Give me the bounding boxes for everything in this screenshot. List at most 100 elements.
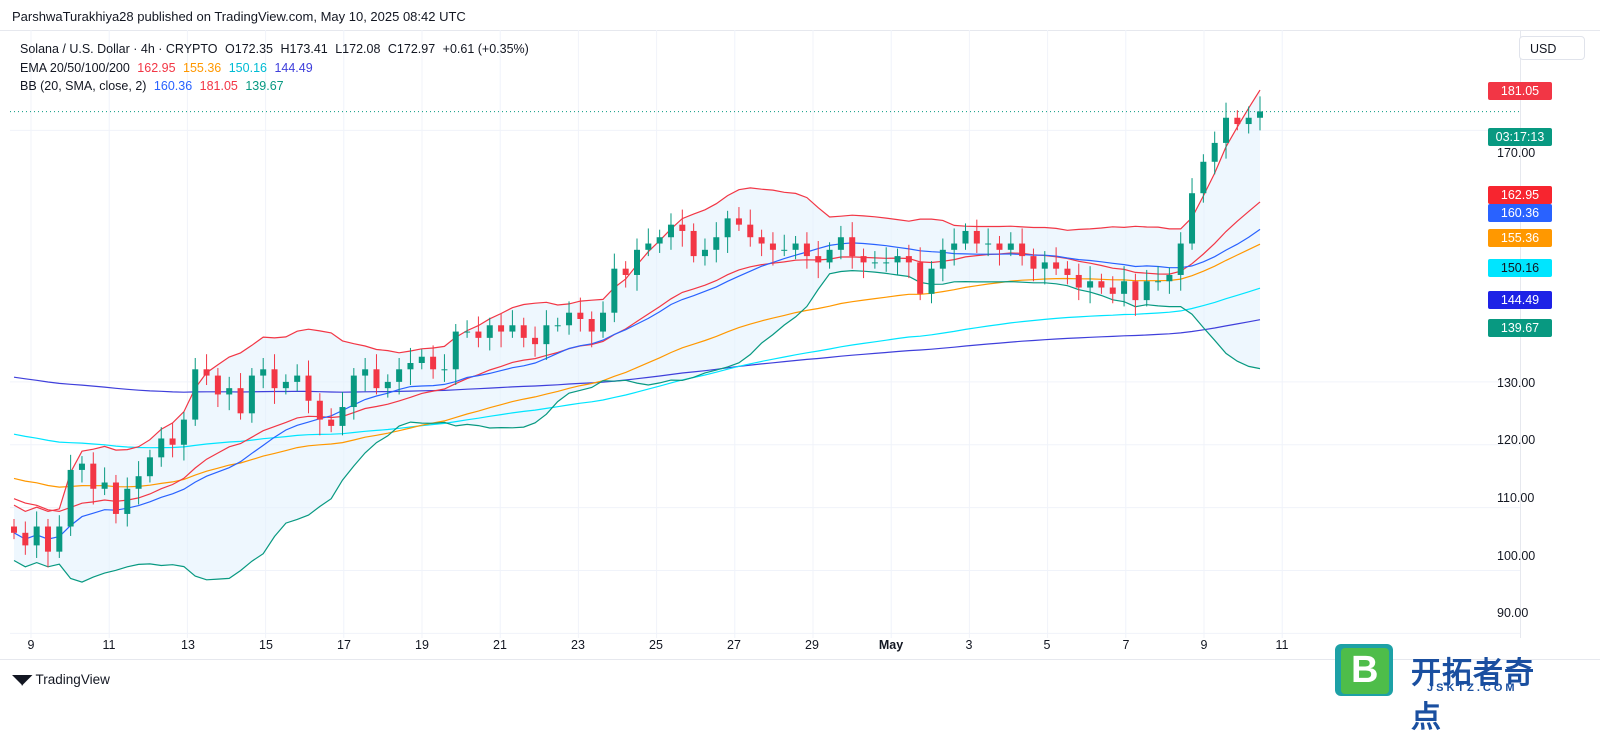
candle-body: [328, 419, 335, 426]
candle-body: [1223, 117, 1230, 143]
candle-body: [339, 407, 346, 426]
candle-body: [271, 369, 278, 389]
ema20-value: 162.95: [137, 60, 176, 75]
x-tick-13: 13: [181, 638, 195, 652]
candle-body: [373, 369, 380, 389]
candle-body: [78, 463, 85, 470]
x-tick-3: 3: [965, 638, 973, 652]
candle-body: [543, 325, 550, 345]
candle-body: [430, 356, 437, 370]
candle-body: [1075, 274, 1082, 288]
candle-body: [384, 381, 391, 389]
ema-label: EMA 20/50/100/200: [20, 60, 130, 75]
candle-body: [588, 318, 595, 332]
candle-body: [1132, 281, 1139, 301]
candle-body: [1087, 281, 1094, 288]
candle-body: [634, 249, 640, 275]
candle-body: [1177, 243, 1184, 275]
bb-band-fill: [14, 90, 1260, 583]
candle-body: [90, 463, 97, 489]
candle-body: [713, 237, 720, 250]
candle-body: [214, 375, 221, 395]
candle-body: [260, 369, 267, 376]
candle-body: [758, 237, 765, 244]
candle-body: [44, 526, 51, 552]
x-tick-23: 23: [571, 638, 585, 652]
candle-body: [928, 268, 935, 294]
candle-body: [396, 369, 403, 382]
candle-body: [883, 262, 890, 264]
candle-body: [294, 375, 301, 382]
x-tick-5: 5: [1043, 638, 1051, 652]
ohlc-change: +0.61 (+0.35%): [442, 42, 529, 56]
x-tick-17: 17: [337, 638, 351, 652]
candle-body: [837, 237, 844, 250]
ema-legend-row[interactable]: EMA 20/50/100/200 162.95 155.36 150.16 1…: [20, 59, 533, 78]
candle-body: [690, 230, 697, 257]
candle-body: [951, 243, 958, 250]
candle-body: [112, 482, 119, 514]
candle-body: [1109, 287, 1116, 294]
candle-body: [1030, 256, 1037, 269]
symbol-title[interactable]: Solana / U.S. Dollar · 4h · CRYPTO: [20, 42, 218, 56]
candle-body: [124, 488, 131, 514]
candle-body: [826, 249, 833, 263]
candle-body: [1053, 262, 1060, 269]
candle-body: [101, 482, 108, 489]
candle-body: [701, 249, 708, 257]
candle-body: [656, 237, 663, 244]
tradingview-brand[interactable]: ◥◤ TradingView: [12, 671, 110, 688]
candle-body: [158, 438, 165, 458]
currency-button[interactable]: USD: [1519, 36, 1585, 60]
candle-body: [973, 230, 980, 244]
price-chart[interactable]: [10, 30, 1520, 638]
ema200-line: [13, 319, 1261, 393]
ema200-price-tag: 144.49: [1488, 291, 1552, 309]
bb-legend-row[interactable]: BB (20, SMA, close, 2) 160.36 181.05 139…: [20, 77, 533, 96]
tradingview-logo-icon: ◥◤: [12, 671, 33, 687]
candle-body: [362, 369, 369, 376]
y-tick-170: 170.00: [1497, 146, 1536, 160]
y-tick-120: 120.00: [1497, 433, 1536, 447]
candle-body: [146, 457, 153, 477]
top-bar: ParshwaTurakhiya28 published on TradingV…: [0, 0, 1600, 31]
candle-body: [441, 369, 448, 371]
candle-body: [1200, 161, 1207, 194]
candle-body: [1121, 281, 1128, 294]
chart-pane[interactable]: [10, 30, 1521, 638]
candle-body: [180, 419, 187, 445]
candle-body: [486, 325, 493, 338]
bb-basis-value: 160.36: [153, 79, 193, 93]
candle-body: [509, 325, 516, 332]
ema50-price-tag: 155.36: [1488, 229, 1552, 247]
x-tick-15: 15: [259, 638, 273, 652]
x-tick-19: 19: [415, 638, 429, 652]
x-tick-may: May: [878, 638, 904, 652]
ema50-value: 155.36: [183, 60, 222, 75]
candle-body: [860, 256, 867, 263]
bb-lower-price-tag: 139.67: [1488, 319, 1552, 337]
candle-body: [418, 356, 425, 364]
candle-body: [1245, 117, 1252, 125]
candle-body: [1007, 243, 1014, 250]
candle-body: [577, 312, 584, 319]
candle-body: [566, 312, 573, 326]
candle-body: [724, 218, 731, 238]
x-tick-11: 11: [102, 638, 116, 652]
x-tick-9b: 9: [1200, 638, 1208, 652]
ohlc-low: L172.08: [335, 42, 381, 56]
candle-body: [1257, 111, 1263, 118]
bb-upper-price-tag: 181.05: [1488, 82, 1552, 100]
candle-body: [985, 243, 992, 245]
candle-body: [996, 243, 1003, 250]
candle-body: [781, 249, 788, 251]
candle-body: [498, 325, 505, 332]
candle-body: [735, 218, 742, 225]
candle-body: [622, 268, 629, 275]
candle-body: [667, 224, 674, 238]
candle-body: [679, 224, 686, 231]
ema20-price-tag: 162.95: [1488, 186, 1552, 204]
candle-body: [316, 400, 323, 420]
candle-body: [1098, 281, 1105, 288]
candle-body: [67, 469, 74, 527]
